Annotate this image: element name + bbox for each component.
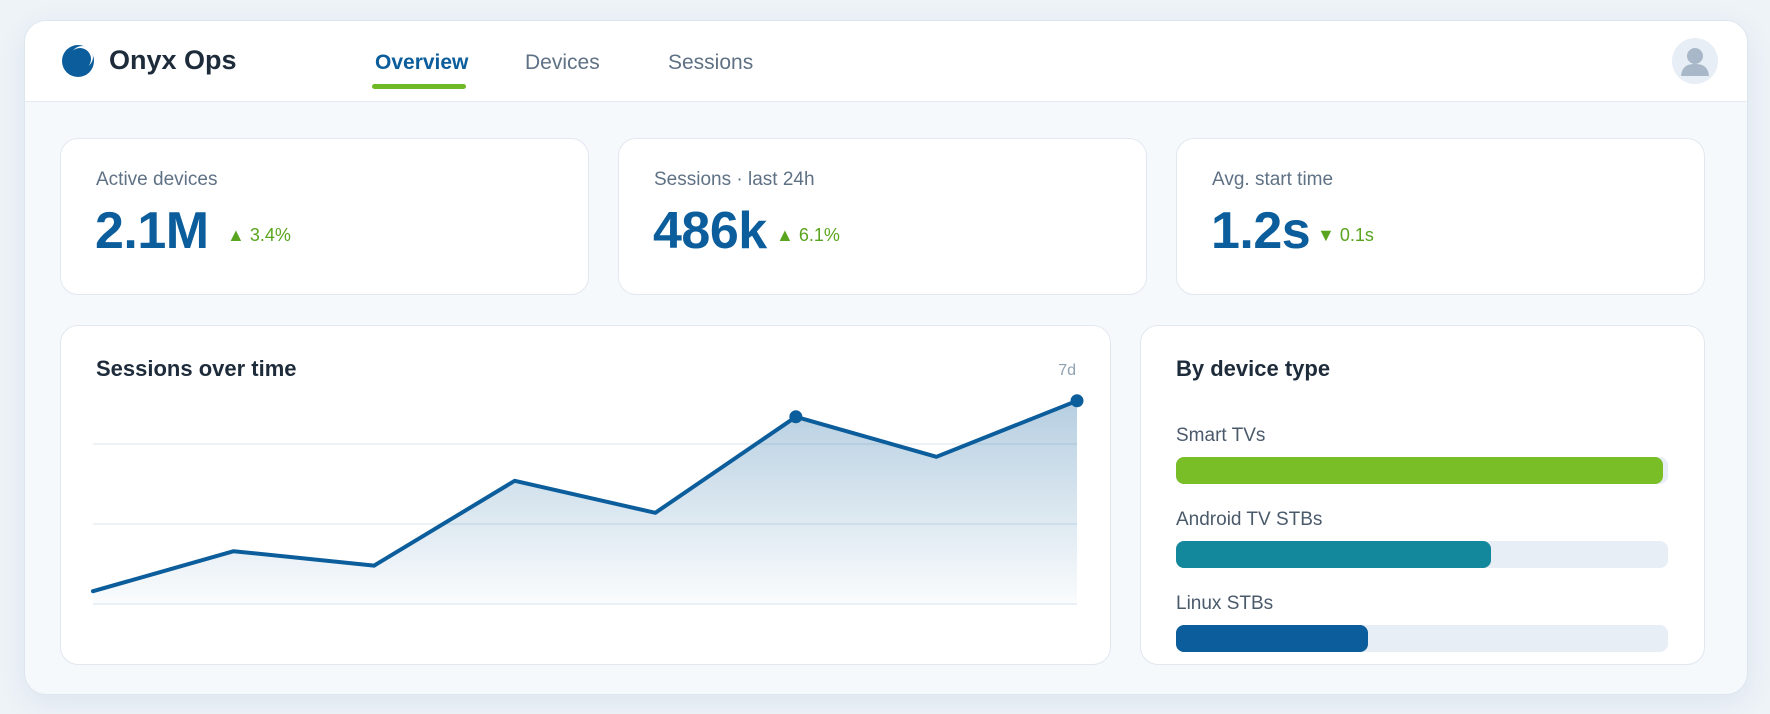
kpi-value: 486k	[653, 202, 767, 260]
kpi-label: Active devices	[96, 169, 218, 190]
bar-label-smart-tvs: Smart TVs	[1176, 425, 1266, 446]
device-type-card: By device type Smart TVs Android TV STBs…	[1140, 325, 1705, 665]
data-point-marker[interactable]	[1070, 394, 1084, 408]
series-line	[91, 398, 1079, 594]
bar-label-linux-stbs: Linux STBs	[1176, 593, 1274, 614]
user-avatar-icon	[1681, 48, 1709, 76]
user-avatar-button[interactable]	[1672, 38, 1718, 84]
sessions-chart-card: Sessions over time 7d	[60, 325, 1111, 665]
bar-fill-smart-tvs	[1176, 457, 1664, 484]
bar-fill-android-tv-stbs	[1176, 541, 1491, 568]
app-name: Onyx Ops	[109, 45, 237, 75]
kpi-delta: ▼ 0.1s	[1317, 225, 1374, 245]
series-area	[93, 400, 1077, 604]
kpi-value: 2.1M	[95, 202, 209, 260]
tab-overview[interactable]: Overview	[375, 51, 469, 74]
tab-devices[interactable]: Devices	[525, 51, 600, 74]
bar-fill-linux-stbs	[1176, 625, 1368, 652]
crescent-logo-icon	[62, 45, 94, 77]
kpi-card-active-devices: Active devices 2.1M ▲ 3.4%	[60, 138, 589, 295]
bar-track-linux-stbs	[1176, 625, 1668, 652]
sessions-area-chart	[91, 394, 1084, 605]
kpi-label: Sessions · last 24h	[654, 169, 815, 190]
dashboard-window: Onyx Ops Overview Devices Sessions Activ…	[24, 20, 1748, 695]
bar-track-android-tv-stbs	[1176, 541, 1668, 568]
kpi-delta: ▲ 3.4%	[227, 225, 291, 245]
kpi-delta: ▲ 6.1%	[776, 225, 840, 245]
tab-sessions[interactable]: Sessions	[668, 51, 754, 74]
device-type-title: By device type	[1176, 356, 1331, 381]
data-point-marker[interactable]	[789, 410, 803, 424]
kpi-card-sessions: Sessions · last 24h 486k ▲ 6.1%	[618, 138, 1147, 295]
kpi-label: Avg. start time	[1212, 169, 1334, 190]
kpi-card-avg-start-time: Avg. start time 1.2s ▼ 0.1s	[1176, 138, 1705, 295]
chart-title: Sessions over time	[96, 356, 297, 381]
bar-track-smart-tvs	[1176, 457, 1668, 484]
time-range-selector[interactable]: 7d	[1058, 362, 1076, 379]
kpi-value: 1.2s	[1211, 202, 1311, 260]
top-navigation-bar: Onyx Ops Overview Devices Sessions	[25, 21, 1747, 102]
active-tab-indicator	[372, 84, 466, 89]
bar-label-android-tv-stbs: Android TV STBs	[1176, 509, 1323, 530]
